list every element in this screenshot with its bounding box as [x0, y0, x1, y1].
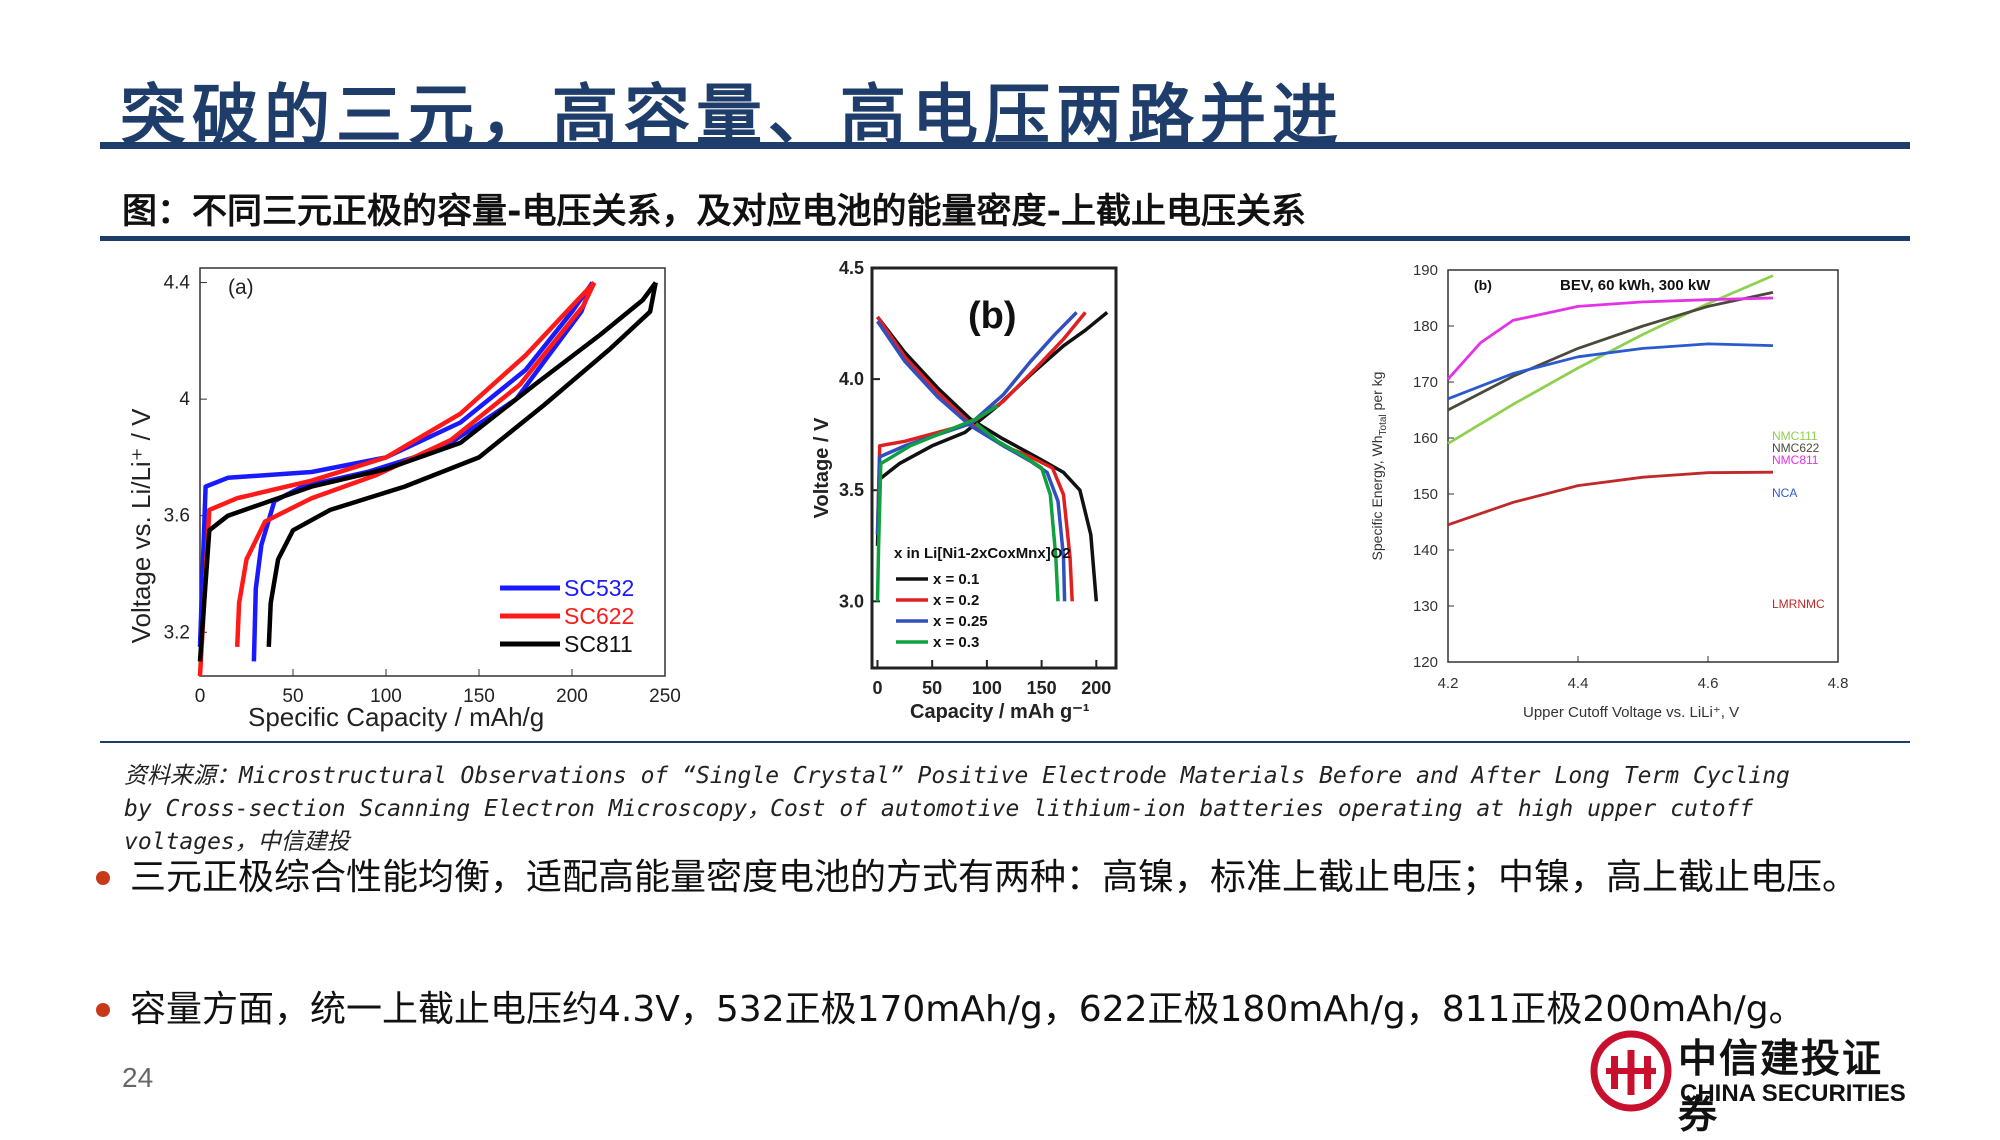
y-axis-label-main: Specific Energy, Wh — [1369, 435, 1385, 560]
citic-logo-icon — [1590, 1030, 1672, 1112]
x-tick-label: 4.6 — [1698, 675, 1719, 692]
y-tick-label: 180 — [1413, 318, 1438, 335]
legend-label: x = 0.2 — [933, 592, 979, 609]
y-tick-label: 4.0 — [839, 369, 864, 389]
source-line-1: 资料来源：Microstructural Observations of “Si… — [124, 763, 1790, 789]
y-tick-label: 150 — [1413, 486, 1438, 503]
figure-caption: 图：不同三元正极的容量-电压关系，及对应电池的能量密度-上截止电压关系 — [122, 192, 1307, 232]
chart-b-capacity-voltage: 0 50 100 150 200 3.0 3.5 4.0 4.5 (b) Capacity / mA… — [811, 258, 1118, 723]
series-charge-line — [875, 404, 999, 602]
x-tick-label: 4.2 — [1438, 675, 1459, 692]
logo-english-name: CHINA SECURITIES — [1680, 1080, 1906, 1107]
bullet-item: 三元正极综合性能均衡，适配高能量密度电池的方式有两种：高镍，标准上截止电压；中镍… — [96, 848, 1896, 908]
y-tick-label: 170 — [1413, 374, 1438, 391]
series-charge-line — [197, 281, 596, 677]
legend-label: SC811 — [564, 631, 633, 657]
y-tick-label: 3.2 — [164, 622, 190, 643]
x-tick-label: 150 — [1027, 678, 1057, 698]
y-axis-label: Voltage vs. Li/Li⁺ / V — [126, 408, 156, 644]
x-tick-label: 4.8 — [1828, 675, 1849, 692]
x-axis-label: Upper Cutoff Voltage vs. LiLi⁺, V — [1523, 704, 1739, 721]
series-line — [1447, 274, 1774, 445]
legend-label: SC622 — [564, 603, 634, 629]
legend-title: x in Li[Ni1-2xCoxMnx]O2 — [894, 545, 1071, 562]
chart-a-capacity-voltage: 0 50 100 150 200 250 3.2 3.6 4 4.4 (a) Specific Cap… — [126, 267, 681, 732]
bullet-dot-icon — [96, 1003, 110, 1017]
x-tick-label: 150 — [463, 686, 495, 707]
x-tick-label: 50 — [922, 678, 942, 698]
y-tick-label: 130 — [1413, 598, 1438, 615]
x-axis-label: Capacity / mAh g⁻¹ — [910, 701, 1090, 723]
bullet-item: 容量方面，统一上截止电压约4.3V，532正极170mAh/g，622正极180… — [96, 980, 1896, 1040]
series-label: LMRNMC — [1772, 597, 1825, 611]
x-tick-label: 0 — [195, 686, 206, 707]
series-label: NCA — [1772, 486, 1797, 500]
source-line-2: by Cross-section Scanning Electron Micro… — [124, 796, 1754, 822]
x-tick-label: 50 — [282, 686, 303, 707]
title-divider — [100, 142, 1910, 149]
series-line — [1447, 470, 1774, 527]
series-discharge-line — [234, 281, 597, 647]
bullet-text: 三元正极综合性能均衡，适配高能量密度电池的方式有两种：高镍，标准上截止电压；中镍… — [130, 857, 1859, 898]
panel-label: (b) — [1474, 277, 1492, 293]
series-line — [1447, 342, 1774, 401]
chart-c-energy-cutoff-voltage: 4.2 4.4 4.6 4.8 120 130 140 150 160 170 180 190 (b) B… — [1369, 262, 1849, 721]
series-line — [1446, 296, 1774, 381]
y-axis-label-unit: per kg — [1369, 372, 1385, 415]
x-tick-label: 200 — [1081, 678, 1111, 698]
y-axis-label: Specific Energy, WhTotal per kg — [1369, 372, 1389, 561]
page-number: 24 — [122, 1062, 154, 1093]
legend-label: SC532 — [564, 575, 634, 601]
series-line — [1447, 291, 1774, 412]
y-tick-label: 160 — [1413, 430, 1438, 447]
source-line-3: voltages，中信建投 — [124, 829, 350, 855]
x-tick-label: 200 — [556, 686, 588, 707]
chart-title: BEV, 60 kWh, 300 kW — [1560, 277, 1711, 294]
legend-label: x = 0.1 — [933, 571, 979, 588]
y-tick-label: 140 — [1413, 542, 1438, 559]
slide-title: 突破的三元，高容量、高电压两路并进 — [120, 77, 1344, 154]
plot-frame — [1447, 269, 1839, 663]
series-discharge-line — [974, 422, 1060, 602]
y-tick-label: 4 — [179, 389, 190, 410]
x-tick-label: 4.4 — [1568, 675, 1589, 692]
bullet-text: 容量方面，统一上截止电压约4.3V，532正极170mAh/g，622正极180… — [130, 989, 1805, 1030]
series-discharge-line — [266, 282, 658, 647]
y-tick-label: 3.5 — [839, 480, 864, 500]
x-tick-label: 100 — [972, 678, 1002, 698]
panel-label: (b) — [968, 295, 1017, 337]
x-axis-label: Specific Capacity / mAh/g — [248, 702, 544, 732]
y-axis-label-subscript: Total — [1378, 414, 1389, 435]
plot-frame — [870, 266, 1118, 670]
y-tick-label: 190 — [1413, 262, 1438, 279]
y-axis-label: Voltage / V — [811, 417, 833, 518]
y-tick-label: 3.6 — [164, 506, 190, 527]
source-note: 资料来源：Microstructural Observations of “Si… — [124, 760, 1884, 859]
logo-chinese-name: 中信建投证券 — [1678, 1037, 1884, 1138]
bullet-dot-icon — [96, 871, 110, 885]
x-tick-label: 100 — [370, 686, 402, 707]
y-tick-label: 120 — [1413, 654, 1438, 671]
plot-frame — [199, 267, 666, 677]
x-tick-label: 250 — [649, 686, 681, 707]
series-label: NMC811 — [1772, 453, 1819, 467]
series-charge-line — [197, 281, 658, 662]
source-divider — [100, 741, 1910, 743]
y-tick-label: 4.4 — [164, 273, 191, 294]
series-discharge-line — [876, 315, 1099, 602]
caption-divider — [100, 236, 1910, 241]
series-label: NMC622 — [1772, 441, 1820, 455]
company-logo: 中信建投证券 CHINA SECURITIES — [1590, 1028, 1920, 1138]
legend-label: x = 0.25 — [933, 613, 988, 630]
y-tick-label: 4.5 — [839, 258, 864, 278]
y-tick-label: 3.0 — [839, 591, 864, 611]
series-label: NMC111 — [1772, 429, 1818, 443]
series-charge-line — [875, 311, 1109, 546]
legend-label: x = 0.3 — [933, 634, 979, 651]
panel-label: (a) — [228, 276, 254, 299]
series-charge-line — [875, 311, 1087, 535]
x-tick-label: 0 — [872, 678, 882, 698]
